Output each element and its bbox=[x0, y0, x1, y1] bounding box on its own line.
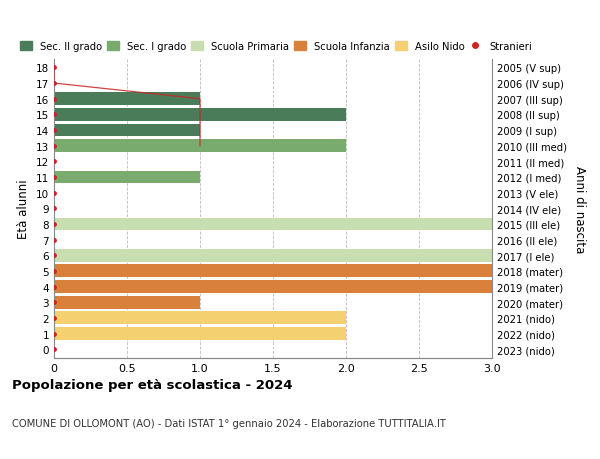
Legend: Sec. II grado, Sec. I grado, Scuola Primaria, Scuola Infanzia, Asilo Nido, Stran: Sec. II grado, Sec. I grado, Scuola Prim… bbox=[20, 42, 532, 52]
Bar bbox=[54, 312, 346, 325]
Bar bbox=[54, 327, 346, 340]
Bar bbox=[54, 171, 200, 184]
Bar bbox=[54, 93, 200, 106]
Text: COMUNE DI OLLOMONT (AO) - Dati ISTAT 1° gennaio 2024 - Elaborazione TUTTITALIA.I: COMUNE DI OLLOMONT (AO) - Dati ISTAT 1° … bbox=[12, 418, 446, 428]
Bar bbox=[54, 249, 492, 262]
Bar bbox=[54, 124, 200, 137]
Bar bbox=[54, 265, 492, 278]
Bar bbox=[54, 109, 346, 122]
Y-axis label: Anni di nascita: Anni di nascita bbox=[574, 165, 586, 252]
Text: Popolazione per età scolastica - 2024: Popolazione per età scolastica - 2024 bbox=[12, 379, 293, 392]
Bar bbox=[54, 218, 492, 231]
Bar bbox=[54, 280, 492, 293]
Bar bbox=[54, 140, 346, 153]
Bar bbox=[54, 296, 200, 309]
Y-axis label: Età alunni: Età alunni bbox=[17, 179, 31, 239]
